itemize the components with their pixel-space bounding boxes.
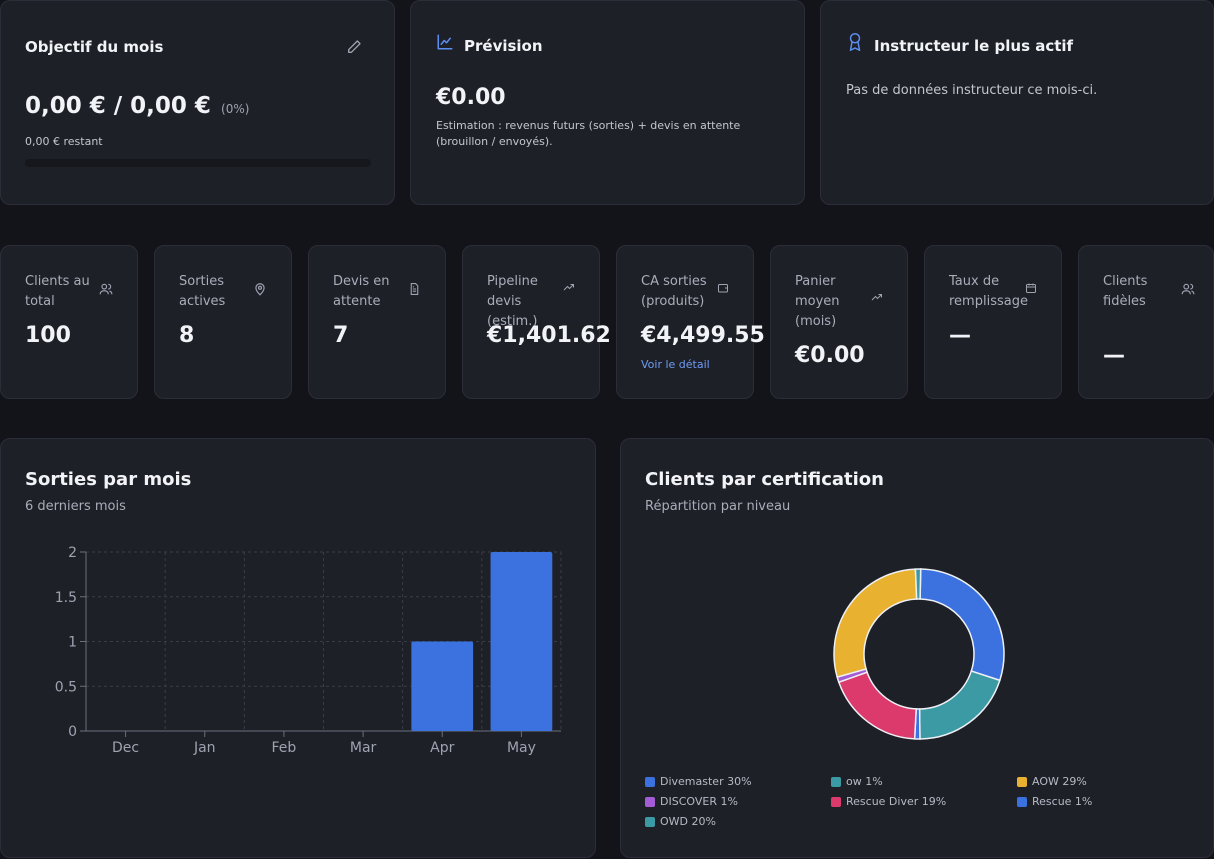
donut-slice[interactable] xyxy=(837,671,917,740)
y-tick-label: 0 xyxy=(68,724,77,740)
donut-slice[interactable] xyxy=(919,568,1005,682)
x-tick-label: Feb xyxy=(272,740,297,756)
wallet-icon xyxy=(717,282,729,294)
goal-progress-bar xyxy=(25,159,371,167)
users-icon xyxy=(1181,282,1195,296)
goal-remaining: 0,00 € restant xyxy=(25,135,103,148)
y-tick-label: 1 xyxy=(68,635,77,651)
trending-up-icon xyxy=(563,282,575,292)
stat-card-fideles: Clients fidèles — xyxy=(1078,245,1214,399)
legend-item[interactable]: Rescue Diver 19% xyxy=(831,795,946,808)
users-icon xyxy=(99,282,113,296)
legend-item[interactable]: ow 1% xyxy=(831,775,883,788)
stat-label: Taux de remplissage xyxy=(949,274,1028,309)
stat-label: Pipeline devis (estim.) xyxy=(487,274,538,329)
forecast-title: Prévision xyxy=(464,37,543,55)
stat-card-ca: CA sorties (produits) €4,499.55 Voir le … xyxy=(616,245,765,399)
legend-swatch xyxy=(645,776,655,787)
x-tick-label: Apr xyxy=(430,740,454,756)
stat-label: Sorties actives xyxy=(179,274,226,309)
legend-item[interactable]: Divemaster 30% xyxy=(645,775,752,788)
legend-swatch xyxy=(1017,776,1027,787)
legend-swatch xyxy=(831,796,841,807)
stat-card-devis: Devis en attente 7 xyxy=(308,245,446,399)
x-tick-label: Dec xyxy=(112,740,139,756)
stat-card-clients: Clients au total 100 xyxy=(0,245,138,399)
instructor-card: Instructeur le plus actif Pas de données… xyxy=(820,0,1214,205)
legend-label: Rescue Diver 19% xyxy=(846,795,947,808)
stat-value: 7 xyxy=(333,323,349,348)
bar[interactable] xyxy=(411,641,474,732)
stat-card-panier: Panier moyen (mois) €0.00 xyxy=(770,245,908,399)
legend-swatch xyxy=(645,796,655,807)
legend-item[interactable]: DISCOVER 1% xyxy=(645,795,738,808)
stat-label: Devis en attente xyxy=(333,274,390,309)
bar-chart-card: Sorties par mois 6 derniers mois 0 0.5 1 1.… xyxy=(0,438,596,858)
stat-label: Clients au total xyxy=(25,274,90,309)
donut-slice[interactable] xyxy=(918,670,1001,740)
stat-card-pipeline: Pipeline devis (estim.) €1,401.62 xyxy=(462,245,611,399)
x-tick-label: Mar xyxy=(350,740,377,756)
calendar-icon xyxy=(1025,282,1037,294)
donut-slice[interactable] xyxy=(833,568,918,679)
legend-label: DISCOVER 1% xyxy=(660,795,738,808)
y-tick-label: 1.5 xyxy=(55,590,77,606)
stat-card-remplissage: Taux de remplissage — xyxy=(924,245,1062,399)
x-tick-label: May xyxy=(507,740,536,756)
goal-percent: (0%) xyxy=(221,102,250,116)
award-icon xyxy=(846,32,864,52)
stat-value: — xyxy=(949,323,971,348)
stat-value: €4,499.55 xyxy=(641,323,765,348)
stat-label: Panier moyen (mois) xyxy=(795,274,840,329)
donut-chart xyxy=(833,568,1005,740)
legend-item[interactable]: OWD 20% xyxy=(645,815,716,828)
stat-label: Clients fidèles xyxy=(1103,274,1148,309)
goal-value: 0,00 € / 0,00 € xyxy=(25,93,211,119)
y-tick-label: 0.5 xyxy=(55,679,77,695)
donut-chart-title: Clients par certification xyxy=(645,469,884,490)
stat-value: €0.00 xyxy=(795,343,865,368)
legend-swatch xyxy=(1017,796,1027,807)
stat-value: €1,401.62 xyxy=(487,323,611,348)
legend-label: OWD 20% xyxy=(660,815,716,828)
bar[interactable] xyxy=(490,552,553,731)
bar-chart-title: Sorties par mois xyxy=(25,469,192,490)
y-tick-label: 2 xyxy=(68,545,77,561)
legend-label: Divemaster 30% xyxy=(660,775,752,788)
stat-label: CA sorties (produits) xyxy=(641,274,707,309)
goal-title: Objectif du mois xyxy=(25,38,164,56)
goal-amount: 0,00 € / 0,00 € (0%) xyxy=(25,93,249,119)
forecast-card: Prévision €0.00 Estimation : revenus fut… xyxy=(410,0,805,205)
map-pin-icon xyxy=(253,282,267,296)
x-tick-label: Jan xyxy=(193,740,216,756)
pencil-icon[interactable] xyxy=(346,39,362,55)
bar-chart-subtitle: 6 derniers mois xyxy=(25,499,126,514)
donut-chart-card: Clients par certification Répartition pa… xyxy=(620,438,1214,858)
legend-swatch xyxy=(831,776,841,787)
legend-label: AOW 29% xyxy=(1032,775,1087,788)
stat-value: — xyxy=(1103,343,1125,368)
legend-label: Rescue 1% xyxy=(1032,795,1093,808)
stat-card-sorties: Sorties actives 8 xyxy=(154,245,292,399)
trending-up-icon xyxy=(871,292,883,302)
bar-chart: 0 0.5 1 1.5 2 Dec Jan Feb Mar Apr May xyxy=(55,545,562,756)
instructor-title: Instructeur le plus actif xyxy=(874,37,1074,55)
instructor-empty: Pas de données instructeur ce mois-ci. xyxy=(846,83,1098,98)
forecast-note: Estimation : revenus futurs (sorties) + … xyxy=(436,119,741,148)
donut-slice[interactable] xyxy=(914,568,922,600)
goal-card: Objectif du mois 0,00 € / 0,00 € (0%) 0,… xyxy=(0,0,395,205)
donut-chart-subtitle: Répartition par niveau xyxy=(645,499,791,514)
legend-item[interactable]: AOW 29% xyxy=(1017,775,1087,788)
forecast-value: €0.00 xyxy=(436,85,506,110)
legend-item[interactable]: Rescue 1% xyxy=(1017,795,1092,808)
file-icon xyxy=(408,282,421,296)
legend-label: ow 1% xyxy=(846,775,883,788)
stat-value: 100 xyxy=(25,323,71,348)
stat-value: 8 xyxy=(179,323,195,348)
legend-swatch xyxy=(645,816,655,827)
line-chart-icon xyxy=(436,33,454,51)
details-link[interactable]: Voir le détail xyxy=(641,358,710,371)
